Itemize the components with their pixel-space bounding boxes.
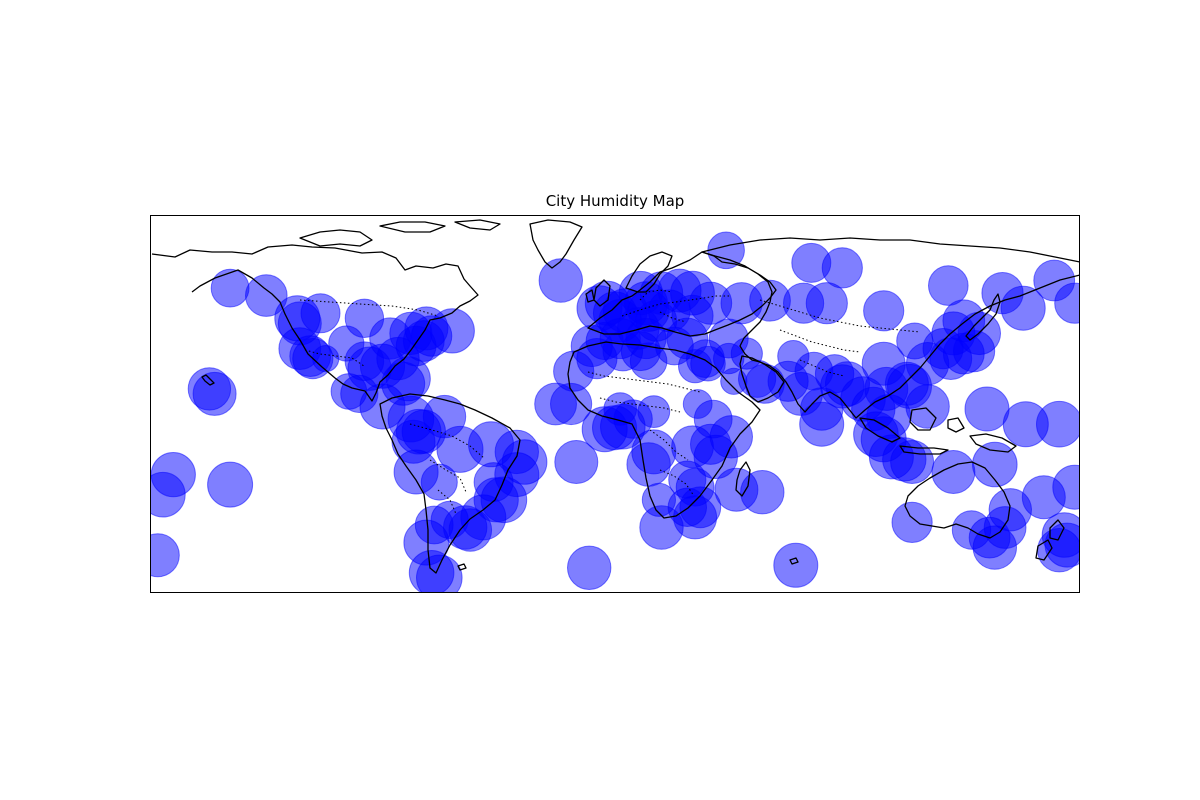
border-europe	[621, 289, 730, 323]
coastline-australia	[904, 461, 1011, 539]
coastline-scandinavia	[625, 251, 673, 293]
humidity-bubble	[207, 461, 254, 508]
coastlines	[151, 219, 1080, 574]
coastline-greenland	[529, 219, 583, 269]
humidity-bubble	[550, 382, 593, 426]
coastline-arctic-islands	[299, 219, 501, 247]
humidity-bubble	[863, 290, 905, 332]
coastline-new-zealand	[1035, 519, 1065, 561]
humidity-bubble	[416, 554, 463, 593]
humidity-bubble	[429, 308, 475, 354]
border-asia	[759, 299, 921, 377]
humidity-bubble	[641, 482, 677, 517]
country-borders	[299, 289, 921, 515]
bubble-layer	[150, 231, 1080, 593]
border-usa-canada	[299, 299, 439, 317]
humidity-bubble	[150, 533, 180, 578]
humidity-bubble	[1044, 522, 1080, 568]
humidity-bubble	[576, 338, 618, 380]
coastline-europe	[587, 251, 777, 337]
humidity-bubble	[538, 258, 583, 303]
border-africa	[587, 371, 701, 497]
coastline-north-america	[151, 244, 479, 402]
humidity-bubble	[637, 395, 671, 429]
humidity-bubble	[972, 525, 1017, 570]
humidity-bubble	[805, 282, 848, 325]
plot-frame	[150, 215, 1080, 593]
humidity-bubble	[929, 337, 973, 381]
coastline-asia	[701, 237, 1080, 419]
coastline-madagascar	[735, 461, 751, 497]
humidity-bubble	[420, 463, 458, 501]
humidity-bubble	[192, 371, 237, 416]
humidity-bubble	[799, 401, 845, 447]
humidity-bubble	[928, 265, 969, 306]
humidity-bubble	[891, 501, 933, 544]
humidity-bubble	[300, 293, 341, 334]
humidity-bubble	[1054, 282, 1080, 324]
humidity-bubble	[150, 471, 186, 518]
humidity-bubble	[210, 268, 250, 308]
humidity-bubble	[626, 442, 671, 487]
border-usa-mexico	[304, 349, 365, 367]
humidity-bubble	[567, 545, 612, 590]
humidity-bubble	[773, 542, 819, 588]
humidity-bubble	[629, 342, 668, 381]
humidity-bubble	[1036, 400, 1080, 448]
coastline-british-isles	[585, 279, 611, 307]
coastline-hawaii	[201, 374, 215, 386]
coastline-indonesia	[859, 407, 965, 455]
humidity-bubble	[244, 274, 288, 317]
coastline-new-guinea	[969, 433, 1017, 453]
chart-title: City Humidity Map	[545, 192, 685, 210]
humidity-bubble	[740, 470, 785, 515]
coastline-south-america	[379, 393, 521, 574]
humidity-bubble	[861, 341, 906, 386]
humidity-bubble	[1000, 285, 1046, 331]
humidity-bubble	[554, 440, 599, 484]
coastline-japan	[965, 293, 1001, 341]
humidity-bubble	[344, 298, 385, 338]
border-south-america	[409, 423, 485, 515]
humidity-bubble	[964, 386, 1010, 432]
humidity-bubble	[1052, 464, 1080, 510]
coastline-africa	[567, 341, 761, 519]
humidity-bubble	[890, 440, 935, 484]
humidity-bubble	[821, 247, 863, 289]
humidity-bubble	[931, 450, 976, 494]
humidity-bubble	[671, 294, 714, 337]
coastline-arabia	[739, 355, 785, 403]
coastline-antarctic-islands	[457, 557, 799, 571]
